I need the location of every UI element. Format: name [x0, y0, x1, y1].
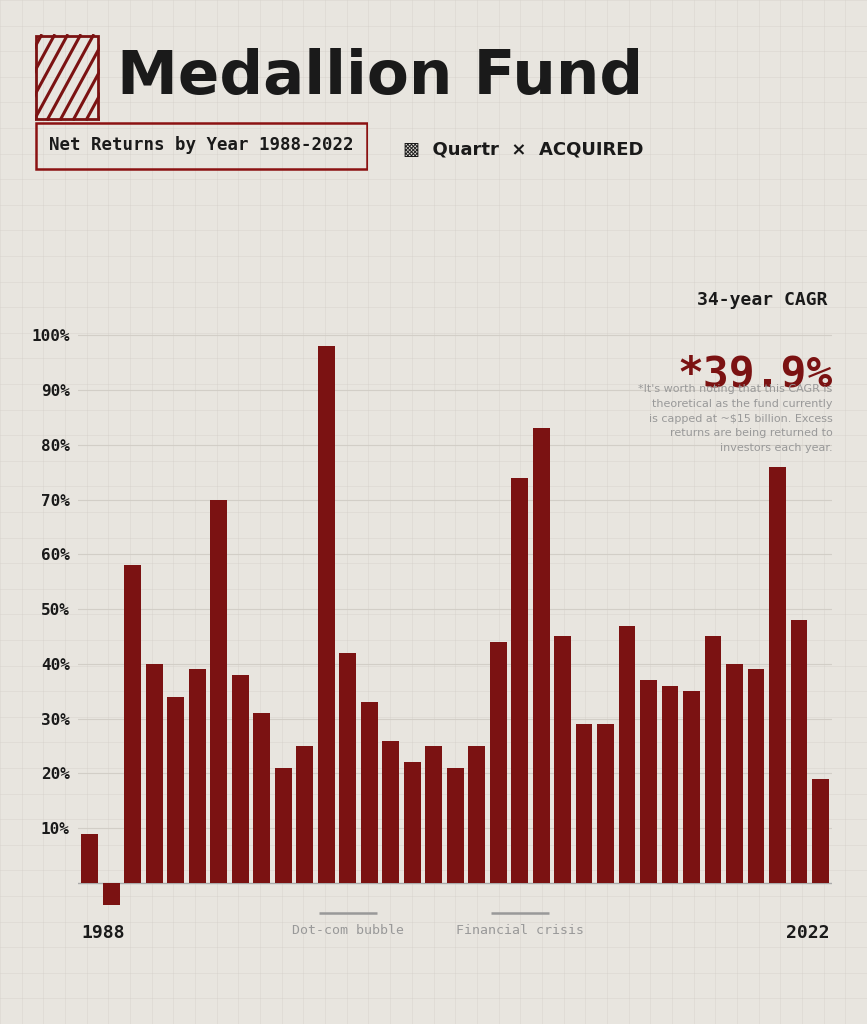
Bar	[554, 637, 571, 883]
Bar	[211, 500, 227, 883]
Bar	[426, 746, 442, 883]
Bar	[490, 642, 506, 883]
Bar	[705, 637, 721, 883]
Bar	[81, 834, 98, 883]
Text: *It's worth noting that this CAGR is
theoretical as the fund currently
is capped: *It's worth noting that this CAGR is the…	[638, 384, 832, 454]
Bar	[791, 621, 807, 883]
Bar	[103, 883, 120, 905]
Bar	[404, 763, 420, 883]
Bar	[662, 686, 679, 883]
Text: 2022: 2022	[786, 924, 829, 942]
Bar	[318, 346, 335, 883]
Bar	[468, 746, 485, 883]
Bar	[189, 670, 205, 883]
Bar	[619, 626, 636, 883]
Bar	[512, 477, 528, 883]
Bar	[727, 664, 743, 883]
Bar	[683, 691, 700, 883]
Text: Financial crisis: Financial crisis	[456, 924, 583, 937]
Bar	[297, 746, 313, 883]
Text: 34-year CAGR: 34-year CAGR	[697, 291, 828, 309]
Bar	[146, 664, 163, 883]
Bar	[125, 565, 141, 883]
Text: Dot-com bubble: Dot-com bubble	[291, 924, 404, 937]
Bar	[597, 724, 614, 883]
Text: 1988: 1988	[81, 924, 125, 942]
Bar	[769, 467, 786, 883]
Bar	[382, 740, 399, 883]
Bar	[253, 713, 271, 883]
Text: ▩  Quartr  ×  ACQUIRED: ▩ Quartr × ACQUIRED	[403, 140, 643, 159]
Bar	[447, 768, 464, 883]
Text: Medallion Fund: Medallion Fund	[117, 48, 643, 108]
Bar	[812, 779, 829, 883]
Bar	[640, 680, 657, 883]
Bar	[361, 702, 378, 883]
Bar	[275, 768, 291, 883]
Bar	[231, 675, 249, 883]
Bar	[339, 653, 356, 883]
Text: Net Returns by Year 1988-2022: Net Returns by Year 1988-2022	[49, 136, 354, 155]
Bar	[532, 428, 550, 883]
Bar	[167, 696, 184, 883]
Text: *39.9%: *39.9%	[677, 353, 832, 395]
Bar	[747, 670, 765, 883]
Bar	[576, 724, 592, 883]
